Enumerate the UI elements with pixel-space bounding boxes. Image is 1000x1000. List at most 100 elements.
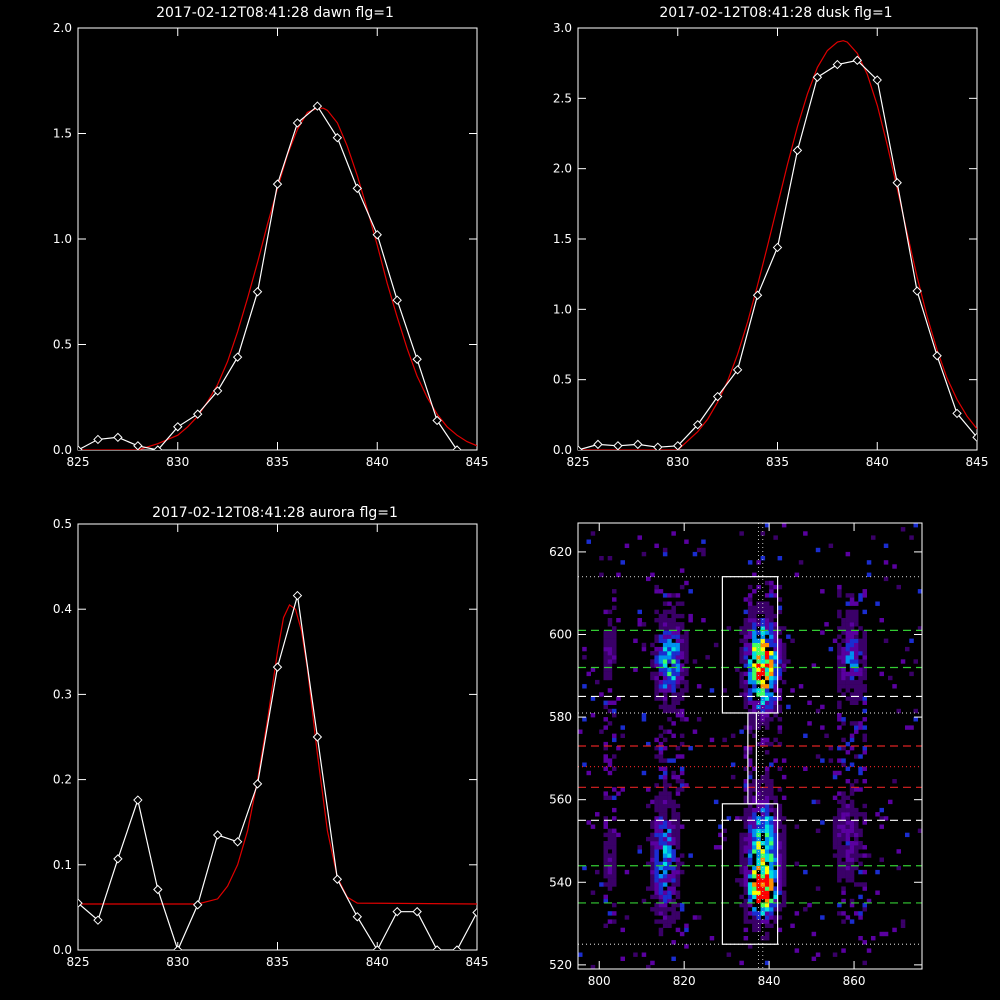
heatmap-cell bbox=[637, 618, 642, 623]
heatmap-cell bbox=[769, 816, 774, 821]
heatmap-cell bbox=[679, 568, 685, 573]
heatmap-cell bbox=[671, 655, 676, 660]
heatmap-cell bbox=[837, 857, 842, 862]
heatmap-cell bbox=[777, 609, 783, 615]
heatmap-cell bbox=[773, 845, 778, 850]
heatmap-cell bbox=[837, 791, 842, 796]
heatmap-cell bbox=[849, 601, 855, 606]
heatmap-cell bbox=[862, 651, 867, 656]
heatmap-cell bbox=[849, 659, 855, 664]
heatmap-cell bbox=[858, 832, 863, 838]
heatmap-cell bbox=[675, 878, 681, 883]
heatmap-cell bbox=[837, 865, 842, 871]
heatmap-cell bbox=[607, 886, 613, 891]
heatmap-cell bbox=[862, 688, 867, 693]
heatmap-cell bbox=[747, 874, 753, 879]
heatmap-cell bbox=[849, 675, 855, 681]
heatmap-cell bbox=[854, 832, 859, 838]
heatmap-cell bbox=[854, 630, 859, 635]
heatmap-cell bbox=[607, 659, 613, 664]
heatmap-cell bbox=[777, 807, 783, 813]
heatmap-cell bbox=[769, 907, 774, 912]
heatmap-cell bbox=[603, 882, 608, 887]
heatmap-cell bbox=[662, 783, 668, 788]
heatmap-cell bbox=[773, 807, 778, 813]
heatmap-cell bbox=[764, 667, 770, 672]
heatmap-cell bbox=[743, 898, 749, 904]
heatmap-cell bbox=[658, 919, 664, 924]
heatmap-cell bbox=[752, 779, 757, 784]
heatmap-cell bbox=[607, 638, 613, 643]
heatmap-cell bbox=[650, 857, 655, 862]
heatmap-cell bbox=[679, 861, 685, 866]
heatmap-cell bbox=[671, 828, 676, 833]
heatmap-cell bbox=[781, 869, 787, 875]
heatmap-cell bbox=[764, 898, 770, 904]
heatmap-cell bbox=[747, 618, 753, 623]
heatmap-cell bbox=[803, 733, 808, 738]
heatmap-cell bbox=[752, 638, 757, 643]
heatmap-cell bbox=[845, 551, 851, 557]
heatmap-cell bbox=[828, 746, 834, 751]
heatmap-cell bbox=[658, 626, 664, 631]
heatmap-cell bbox=[769, 869, 774, 875]
heatmap-cell bbox=[752, 671, 757, 677]
heatmap-cell bbox=[620, 787, 625, 792]
heatmap-cell bbox=[764, 828, 770, 833]
heatmap-cell bbox=[747, 898, 753, 904]
heatmap-cell bbox=[730, 774, 736, 780]
heatmap-cell bbox=[603, 754, 608, 759]
data-point bbox=[673, 441, 683, 450]
heatmap-cell bbox=[675, 832, 681, 838]
heatmap-cell bbox=[612, 841, 617, 846]
heatmap-cell bbox=[841, 869, 846, 875]
heatmap-cell bbox=[769, 762, 774, 767]
heatmap-cell bbox=[671, 696, 676, 701]
heatmap-cell bbox=[841, 812, 846, 817]
heatmap-cell bbox=[654, 671, 659, 677]
heatmap-cell bbox=[752, 572, 757, 577]
heatmap-cell bbox=[667, 688, 672, 693]
heatmap-cell bbox=[849, 828, 855, 833]
heatmap-cell bbox=[607, 646, 613, 652]
heatmap-cell bbox=[612, 874, 617, 879]
heatmap-cell bbox=[845, 779, 851, 784]
heatmap-cell bbox=[675, 642, 681, 648]
heatmap-cell bbox=[752, 820, 757, 825]
heatmap-cell bbox=[612, 659, 617, 664]
heatmap-cell bbox=[747, 824, 753, 829]
heatmap-cell bbox=[752, 869, 757, 875]
heatmap-cell bbox=[832, 770, 838, 776]
heatmap-cell bbox=[837, 807, 842, 813]
heatmap-cell bbox=[769, 717, 774, 722]
heatmap-cell bbox=[841, 874, 846, 879]
heatmap-cell bbox=[646, 836, 651, 842]
heatmap-cell bbox=[760, 642, 766, 648]
heatmap-cell bbox=[752, 700, 757, 705]
heatmap-cell bbox=[871, 535, 876, 540]
heatmap-cell bbox=[667, 729, 672, 734]
heatmap-cell bbox=[913, 717, 918, 722]
heatmap-cell bbox=[654, 861, 659, 866]
heatmap-cell bbox=[747, 770, 753, 776]
heatmap-cell bbox=[769, 787, 774, 792]
heatmap-cell bbox=[667, 890, 672, 895]
heatmap-cell bbox=[756, 560, 761, 565]
heatmap-cell bbox=[658, 704, 664, 710]
heatmap-cell bbox=[612, 642, 617, 648]
heatmap-cell bbox=[781, 845, 787, 850]
heatmap-cell bbox=[849, 642, 855, 648]
y-tick-label-dusk: 1.5 bbox=[553, 232, 572, 246]
heatmap-cell bbox=[603, 659, 608, 664]
heatmap-cell bbox=[760, 556, 766, 561]
heatmap-cell bbox=[777, 915, 783, 920]
heatmap-cell bbox=[849, 593, 855, 598]
heatmap-cell bbox=[743, 626, 749, 631]
heatmap-cell bbox=[764, 737, 770, 743]
heatmap-cell bbox=[658, 634, 664, 639]
heatmap-cell bbox=[760, 894, 766, 900]
y-tick-label-spectrogram: 600 bbox=[549, 628, 572, 642]
heatmap-cell bbox=[620, 956, 625, 961]
heatmap-cell bbox=[607, 857, 613, 862]
heatmap-cell bbox=[739, 894, 744, 900]
